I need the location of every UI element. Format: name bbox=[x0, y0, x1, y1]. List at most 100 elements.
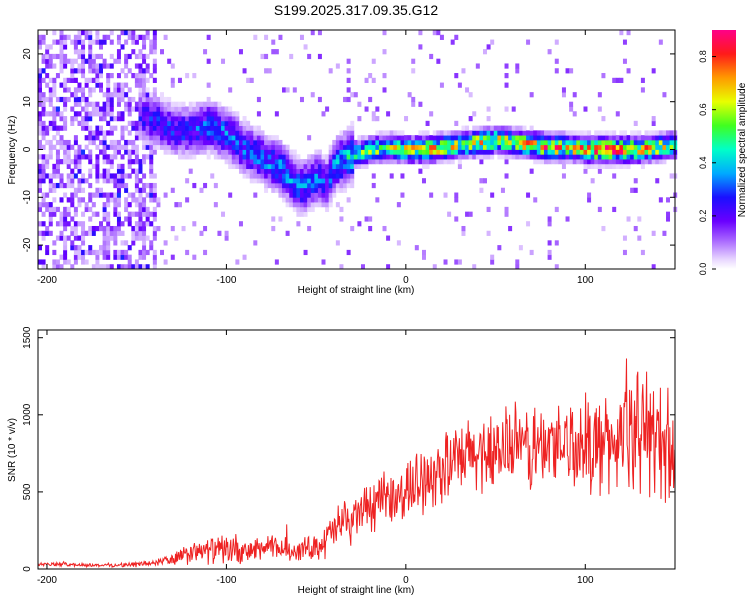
heatmap-cell bbox=[145, 182, 150, 189]
heatmap-cell bbox=[235, 144, 240, 150]
heatmap-cell bbox=[45, 230, 50, 236]
heatmap-cell bbox=[483, 149, 487, 155]
heatmap-cell bbox=[224, 235, 229, 241]
heatmap-cell bbox=[256, 96, 261, 103]
heatmap-cell bbox=[246, 149, 251, 155]
heatmap-cell bbox=[38, 163, 42, 170]
heatmap-cell bbox=[490, 154, 495, 160]
heatmap-cell bbox=[418, 130, 423, 136]
heatmap-cell bbox=[113, 230, 118, 236]
heatmap-cell bbox=[332, 192, 337, 198]
heatmap-cell bbox=[63, 216, 68, 222]
heatmap-cell bbox=[500, 125, 505, 131]
heatmap-cell bbox=[594, 130, 599, 136]
heatmap-cell bbox=[152, 259, 157, 265]
heatmap-cell bbox=[106, 144, 111, 150]
heatmap-cell bbox=[149, 245, 154, 251]
heatmap-cell bbox=[99, 53, 103, 60]
heatmap-cell bbox=[163, 135, 168, 141]
heatmap-cell bbox=[389, 173, 394, 179]
heatmap-cell bbox=[52, 111, 57, 117]
heatmap-cell bbox=[404, 154, 409, 160]
heatmap-cell bbox=[457, 154, 462, 160]
heatmap-cell bbox=[188, 149, 193, 155]
heatmap-cell bbox=[206, 106, 211, 112]
heatmap-cell bbox=[99, 82, 103, 88]
heatmap-cell bbox=[156, 125, 161, 131]
heatmap-cell bbox=[353, 139, 358, 146]
heatmap-cell bbox=[95, 125, 100, 131]
heatmap-cell bbox=[292, 87, 297, 93]
heatmap-cell bbox=[264, 178, 269, 184]
heatmap-cell bbox=[622, 39, 627, 45]
heatmap-cell bbox=[590, 144, 595, 150]
heatmap-cell bbox=[81, 96, 86, 103]
heatmap-cell bbox=[307, 178, 312, 184]
heatmap-cell bbox=[81, 230, 86, 236]
heatmap-cell bbox=[41, 259, 46, 265]
heatmap-cell bbox=[145, 139, 150, 146]
heatmap-cell bbox=[299, 34, 304, 40]
heatmap-cell bbox=[278, 178, 283, 184]
heatmap-cell bbox=[436, 58, 441, 64]
heatmap-cell bbox=[195, 111, 200, 117]
heatmap-cell bbox=[339, 173, 344, 179]
heatmap-cell bbox=[544, 135, 548, 141]
heatmap-cell bbox=[63, 259, 68, 265]
heatmap-cell bbox=[235, 125, 240, 131]
heatmap-cell bbox=[73, 77, 78, 83]
heatmap-cell bbox=[425, 159, 430, 165]
heatmap-cell bbox=[572, 111, 577, 117]
heatmap-cell bbox=[364, 149, 369, 155]
heatmap-cell bbox=[515, 63, 520, 69]
heatmap-cell bbox=[131, 168, 136, 174]
heatmap-cell bbox=[554, 139, 559, 146]
heatmap-cell bbox=[181, 149, 186, 155]
heatmap-cell bbox=[41, 235, 46, 241]
heatmap-cell bbox=[192, 106, 197, 112]
heatmap-cell bbox=[102, 235, 107, 241]
heatmap-cell bbox=[443, 192, 448, 198]
heatmap-cell bbox=[605, 130, 610, 136]
heatmap-cell bbox=[156, 116, 161, 122]
heatmap-cell bbox=[134, 154, 139, 160]
heatmap-cell bbox=[630, 159, 635, 165]
heatmap-cell bbox=[152, 63, 157, 69]
heatmap-cell bbox=[142, 34, 147, 40]
heatmap-cell bbox=[249, 135, 254, 141]
heatmap-cell bbox=[95, 30, 100, 36]
heatmap-cell bbox=[626, 135, 631, 141]
heatmap-cell bbox=[325, 202, 330, 208]
heatmap-cell bbox=[343, 96, 348, 103]
heatmap-cell bbox=[655, 154, 660, 160]
heatmap-cell bbox=[174, 235, 179, 241]
heatmap-cell bbox=[160, 120, 165, 126]
heatmap-cell bbox=[160, 125, 165, 131]
heatmap-cell bbox=[429, 154, 434, 160]
heatmap-cell bbox=[386, 139, 391, 146]
heatmap-cell bbox=[63, 192, 68, 198]
heatmap-cell bbox=[70, 58, 75, 64]
heatmap-cell bbox=[142, 206, 147, 213]
heatmap-cell bbox=[203, 249, 208, 256]
heatmap-cell bbox=[109, 53, 114, 60]
heatmap-cell bbox=[479, 125, 484, 131]
heatmap-cell bbox=[84, 106, 89, 112]
heatmap-cell bbox=[131, 34, 136, 40]
heatmap-cell bbox=[468, 92, 473, 98]
heatmap-cell bbox=[368, 139, 373, 146]
heatmap-cell bbox=[145, 120, 150, 126]
heatmap-cell bbox=[95, 173, 100, 179]
heatmap-cell bbox=[565, 144, 570, 150]
heatmap-cell bbox=[131, 197, 136, 203]
heatmap-cell bbox=[188, 120, 193, 126]
heatmap-cell bbox=[170, 120, 175, 126]
heatmap-cell bbox=[109, 125, 114, 131]
heatmap-cell bbox=[264, 139, 269, 146]
heatmap-cell bbox=[77, 144, 82, 150]
heatmap-cell bbox=[127, 245, 132, 251]
heatmap-cell bbox=[109, 63, 114, 69]
heatmap-cell bbox=[95, 187, 100, 193]
heatmap-cell bbox=[335, 149, 340, 155]
heatmap-cell bbox=[615, 144, 620, 150]
